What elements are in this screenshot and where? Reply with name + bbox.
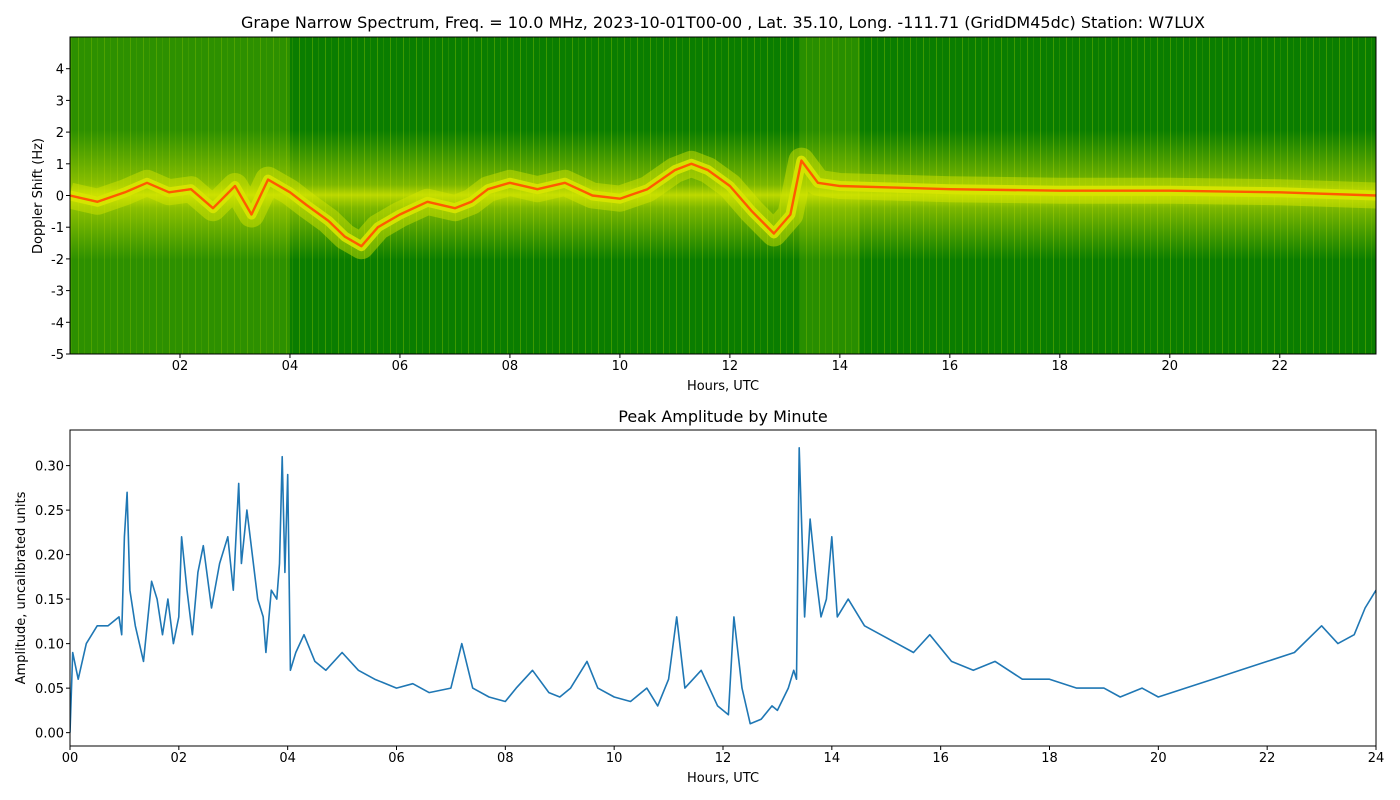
y-tick-label: 1 (56, 158, 64, 173)
y-tick-label: 0.05 (35, 682, 64, 697)
x-tick-label: 02 (171, 751, 188, 766)
amplitude-x-label: Hours, UTC (687, 771, 759, 786)
x-tick-label: 08 (502, 359, 519, 374)
y-tick-label: -1 (51, 221, 64, 236)
spectrogram-plot-area (70, 37, 1376, 354)
amplitude-y-label: Amplitude, uncalibrated units (14, 491, 29, 684)
spectrogram-y-label: Doppler Shift (Hz) (31, 138, 46, 254)
x-tick-label: 14 (824, 751, 841, 766)
x-tick-label: 16 (932, 751, 949, 766)
doppler-trace-group (70, 147, 1376, 260)
x-tick-label: 10 (612, 359, 629, 374)
y-tick-label: -2 (51, 253, 64, 268)
x-tick-label: 06 (388, 751, 405, 766)
doppler-peak-trace (70, 159, 1376, 248)
y-tick-label: -3 (51, 285, 64, 300)
y-tick-label: 0.20 (35, 549, 64, 564)
y-tick-label: 2 (56, 126, 64, 141)
x-tick-label: 00 (62, 751, 79, 766)
amplitude-background (70, 430, 1376, 746)
y-tick-label: 0.00 (35, 727, 64, 742)
amplitude-plot-area (70, 430, 1376, 746)
x-tick-label: 20 (1162, 359, 1179, 374)
x-tick-label: 02 (172, 359, 189, 374)
x-tick-label: 12 (715, 751, 732, 766)
y-tick-label: 4 (56, 63, 64, 78)
x-tick-label: 10 (606, 751, 623, 766)
y-tick-label: 3 (56, 94, 64, 109)
spectrogram-y-axis: -5 -4 -3 -2 -1 0 1 2 3 4 (51, 63, 70, 363)
x-tick-label: 18 (1052, 359, 1069, 374)
y-tick-label: 0.15 (35, 593, 64, 608)
x-tick-label: 24 (1368, 751, 1385, 766)
y-tick-label: -4 (51, 316, 64, 331)
y-tick-label: 0 (56, 190, 64, 205)
amplitude-x-axis: 00 02 04 06 08 10 12 14 16 18 20 22 24 (62, 746, 1385, 766)
spectrogram-x-label: Hours, UTC (687, 379, 759, 394)
x-tick-label: 04 (282, 359, 299, 374)
x-tick-label: 12 (722, 359, 739, 374)
amplitude-y-axis: 0.00 0.05 0.10 0.15 0.20 0.25 0.30 (35, 460, 70, 742)
y-tick-label: -5 (51, 348, 64, 363)
x-tick-label: 18 (1041, 751, 1058, 766)
y-tick-label: 0.10 (35, 638, 64, 653)
x-tick-label: 14 (832, 359, 849, 374)
y-tick-label: 0.25 (35, 504, 64, 519)
x-tick-label: 08 (497, 751, 514, 766)
spectrogram-x-axis: 02 04 06 08 10 12 14 16 18 20 22 (172, 354, 1288, 374)
x-tick-label: 22 (1271, 359, 1288, 374)
x-tick-label: 06 (392, 359, 409, 374)
spectrogram-title: Grape Narrow Spectrum, Freq. = 10.0 MHz,… (241, 13, 1205, 32)
x-tick-label: 20 (1150, 751, 1167, 766)
amplitude-title: Peak Amplitude by Minute (618, 407, 828, 426)
x-tick-label: 22 (1259, 751, 1276, 766)
x-tick-label: 04 (279, 751, 296, 766)
amplitude-series-line (70, 447, 1376, 733)
y-tick-label: 0.30 (35, 460, 64, 475)
x-tick-label: 16 (942, 359, 959, 374)
